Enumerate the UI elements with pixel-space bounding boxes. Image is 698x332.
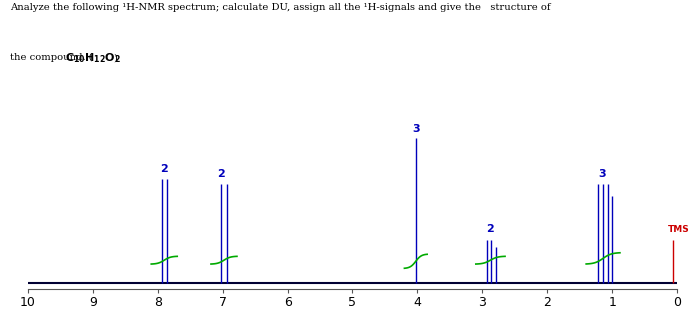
Text: 2: 2 — [161, 164, 168, 174]
Text: 3: 3 — [599, 169, 607, 179]
Text: 3: 3 — [413, 124, 420, 133]
Text: Analyze the following ¹H-NMR spectrum; calculate DU, assign all the ¹H-signals a: Analyze the following ¹H-NMR spectrum; c… — [10, 3, 551, 12]
Text: ): ) — [113, 53, 117, 62]
Text: 2: 2 — [487, 224, 494, 234]
Text: TMS: TMS — [668, 225, 690, 234]
Text: $\mathbf{C_{10}H_{12}O_2}$: $\mathbf{C_{10}H_{12}O_2}$ — [65, 51, 121, 65]
Text: 2: 2 — [218, 169, 225, 179]
Text: the compound. (: the compound. ( — [10, 53, 93, 62]
